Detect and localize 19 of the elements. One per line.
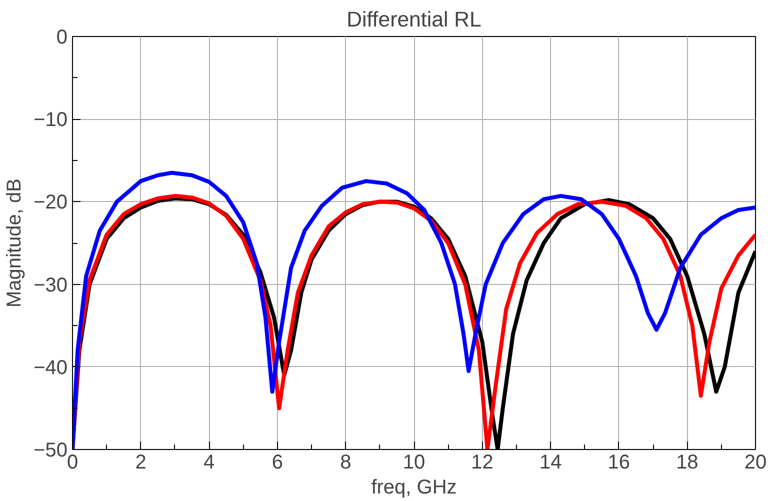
x-axis-title: freq, GHz: [371, 476, 457, 498]
chart-title: Differential RL: [346, 8, 482, 32]
x-tick-label: 2: [135, 452, 146, 474]
y-axis-title: Magnitude, dB: [4, 178, 26, 308]
x-tick-label: 18: [676, 452, 698, 474]
x-tick-label: 16: [608, 452, 630, 474]
y-tick-label: 0: [56, 26, 68, 48]
y-tick-label: −50: [34, 440, 68, 462]
x-tick-label: 8: [340, 452, 352, 474]
y-tick-label: −20: [34, 192, 68, 214]
x-tick-label: 4: [204, 452, 215, 474]
y-tick-label: −10: [34, 109, 68, 132]
x-tick-label: 6: [272, 452, 283, 474]
y-tick-label: −30: [34, 274, 68, 296]
x-tick-label: 14: [539, 452, 562, 474]
x-tick-label: 10: [402, 452, 426, 474]
y-tick-label: −40: [34, 356, 68, 379]
x-tick-label: 20: [744, 452, 767, 474]
x-tick-label: 12: [471, 452, 494, 474]
